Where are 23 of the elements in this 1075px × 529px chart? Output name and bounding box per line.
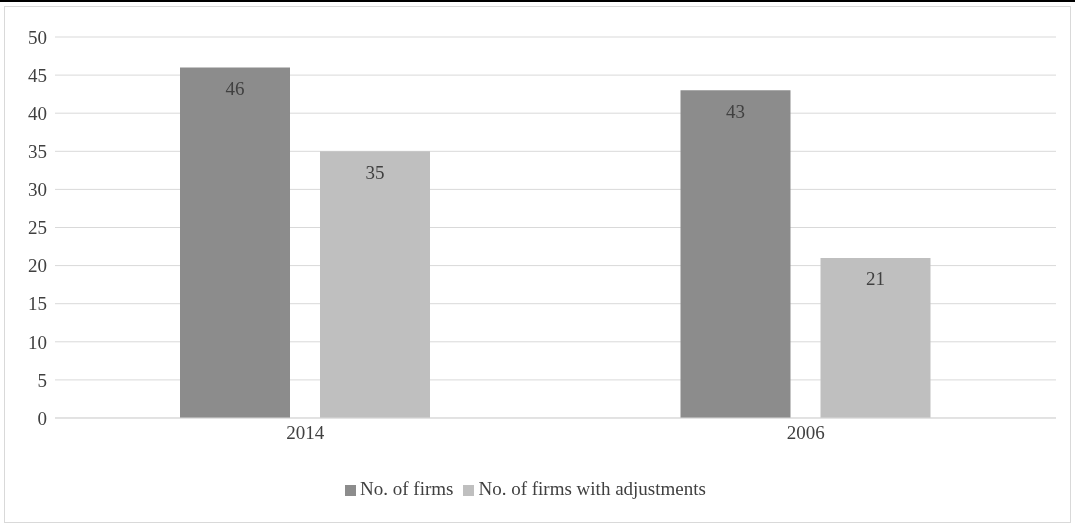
data-label: 21 [866,268,885,290]
y-tick-label: 5 [37,369,47,391]
y-tick-label: 35 [28,141,47,163]
bar [680,90,791,418]
y-tick-label: 0 [37,407,47,429]
data-label: 43 [726,100,745,122]
y-tick-label: 15 [28,293,47,315]
x-tick-label: 2014 [286,422,325,444]
bar [320,151,430,418]
y-tick-label: 40 [28,102,47,124]
y-tick-label: 10 [28,331,47,353]
x-tick-label: 2006 [786,422,825,444]
legend-label: No. of firms with adjustments [478,478,706,499]
y-tick-label: 45 [28,64,47,86]
legend-label: No. of firms [360,478,454,499]
y-tick-label: 20 [28,255,47,277]
y-tick-label: 25 [28,217,47,239]
bar [820,257,931,418]
y-tick-label: 30 [28,179,47,201]
y-tick-label: 50 [28,26,47,48]
data-label: 35 [365,161,385,183]
data-label: 46 [225,77,245,99]
bar [180,67,290,418]
